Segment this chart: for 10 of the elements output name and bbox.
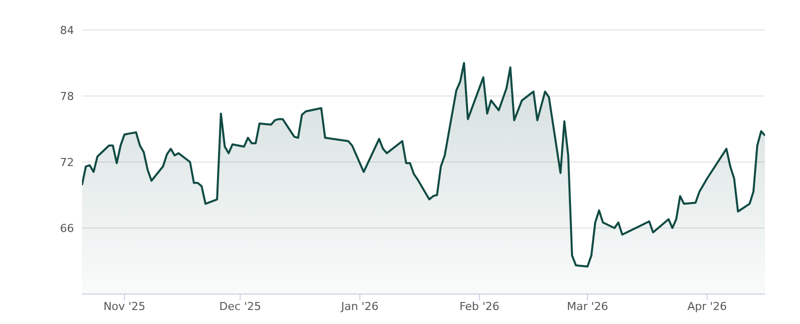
x-tick-label: Mar '26 [566,300,608,313]
y-tick-label: 72 [60,156,74,169]
x-tick-label: Nov '25 [103,300,146,313]
y-tick-label: 78 [60,90,74,103]
x-tick-label: Feb '26 [459,300,500,313]
y-tick-label: 84 [60,24,74,37]
y-tick-label: 66 [60,222,74,235]
x-tick-label: Dec '25 [219,300,262,313]
x-tick-label: Jan '26 [340,300,379,313]
x-tick-label: Apr '26 [687,300,727,313]
